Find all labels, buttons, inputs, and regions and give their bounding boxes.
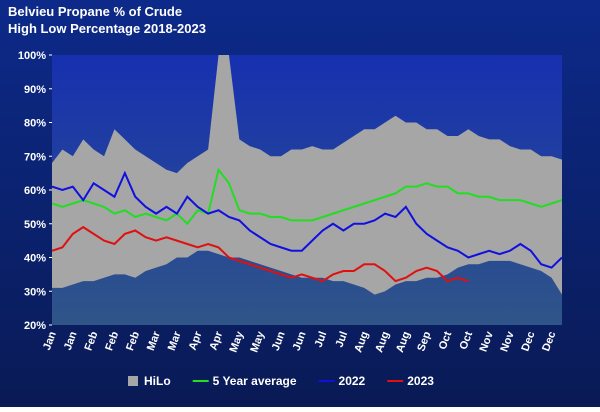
legend-swatch xyxy=(128,376,138,386)
y-tick-label: 70% xyxy=(24,151,46,163)
series-line xyxy=(52,225,469,283)
hilo-area xyxy=(52,55,562,295)
legend-label: HiLo xyxy=(144,374,171,388)
legend-label: 2022 xyxy=(339,374,366,388)
chart-subtitle: High Low Percentage 2018-2023 xyxy=(8,21,206,36)
chart-title: Belvieu Propane % of Crude xyxy=(8,4,182,19)
y-tick-label: 60% xyxy=(24,185,46,197)
x-tick-label: Jul xyxy=(313,330,330,349)
y-tick-label: 20% xyxy=(24,320,46,332)
y-tick-label: 100% xyxy=(18,50,46,62)
series-line xyxy=(52,167,562,226)
y-tick-label: 30% xyxy=(24,286,46,298)
y-tick-label: 90% xyxy=(24,84,46,96)
y-tick-label: 50% xyxy=(24,219,46,231)
legend-label: 2023 xyxy=(407,374,434,388)
legend-label: 5 Year average xyxy=(213,374,297,388)
y-tick-label: 80% xyxy=(24,118,46,130)
series-line xyxy=(52,170,562,269)
y-tick-label: 40% xyxy=(24,253,46,265)
x-tick-label: Jul xyxy=(334,330,351,349)
